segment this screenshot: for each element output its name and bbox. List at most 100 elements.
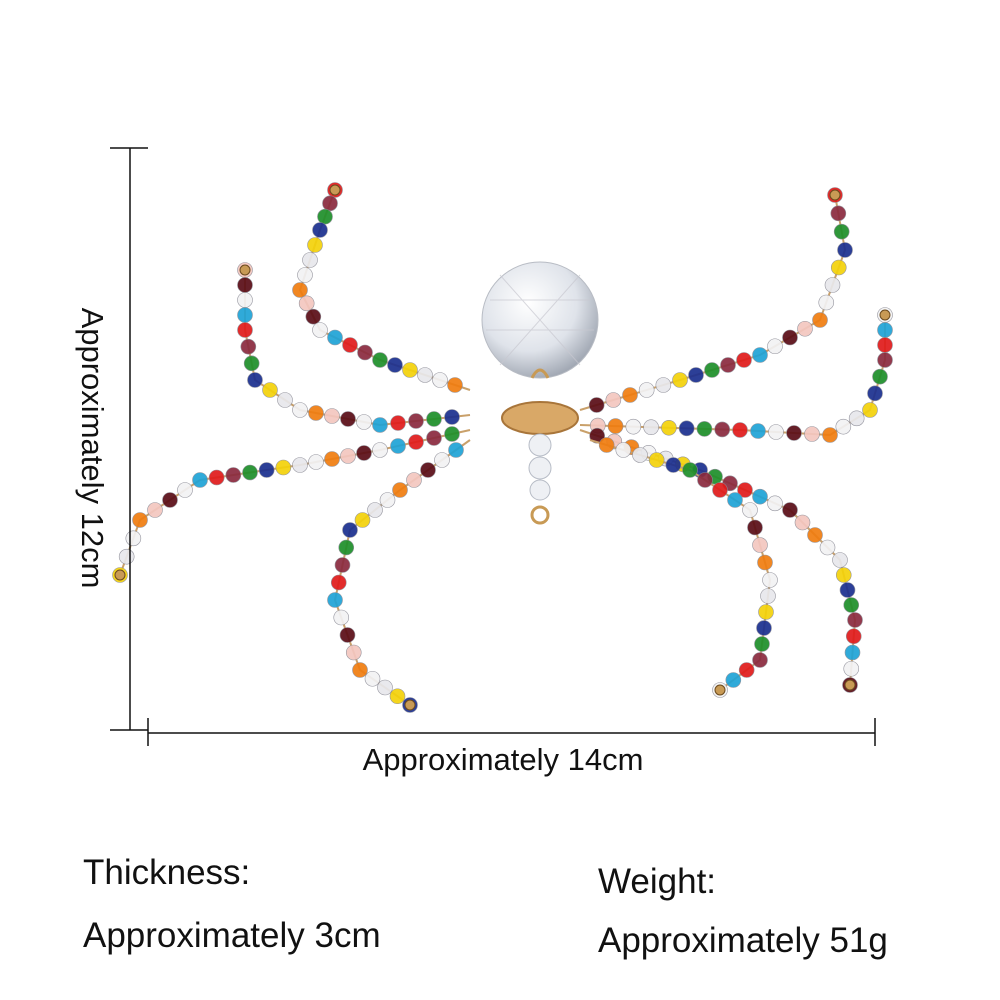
bead [243, 355, 260, 372]
weight-value: Approximately 51g [598, 921, 888, 960]
bead [237, 322, 253, 338]
bead [307, 237, 323, 253]
bead [208, 469, 225, 486]
bead [655, 377, 672, 393]
bead [367, 502, 383, 518]
bead [444, 409, 460, 425]
bead [843, 660, 860, 677]
bead [357, 344, 373, 361]
bead [877, 352, 893, 368]
bead [704, 362, 720, 378]
bead [714, 421, 731, 438]
bead [379, 492, 396, 508]
bead [338, 539, 355, 556]
height-label: Approximately 12cm [75, 308, 110, 589]
bead [364, 670, 381, 687]
bead [819, 539, 836, 556]
bead [390, 438, 406, 454]
bead [324, 408, 340, 424]
thickness-label: Thickness: [83, 853, 250, 892]
bead [767, 495, 783, 512]
bead [392, 482, 408, 498]
bead [402, 362, 418, 378]
leg-wire [589, 439, 772, 691]
bead [408, 434, 424, 450]
bead [607, 418, 624, 434]
bead [345, 644, 362, 661]
bead [340, 411, 356, 427]
bead [760, 588, 776, 604]
bead [736, 352, 752, 368]
bead [340, 448, 356, 464]
bead [725, 672, 742, 688]
bead [848, 410, 865, 427]
bead [118, 548, 135, 565]
bead [752, 652, 768, 668]
bead [589, 427, 605, 444]
leg-tip [714, 684, 726, 696]
bead [697, 472, 713, 488]
bead [843, 597, 860, 613]
bead [794, 514, 811, 531]
bead [688, 367, 704, 383]
bead [696, 421, 713, 437]
width-label: Approximately 14cm [363, 742, 644, 777]
bead [835, 418, 852, 435]
leg-wire [579, 315, 886, 437]
bead [830, 205, 847, 222]
bead [275, 459, 292, 476]
bead [768, 424, 784, 440]
bead [782, 329, 798, 346]
bead [807, 527, 823, 543]
bead [767, 338, 783, 355]
bead [297, 267, 313, 283]
bead [308, 454, 324, 470]
bead [632, 447, 648, 463]
bead [797, 320, 813, 337]
bead [389, 688, 406, 705]
bead [833, 223, 850, 240]
bead [262, 382, 278, 398]
leg-tip [114, 569, 126, 581]
bead [872, 368, 888, 385]
bead [312, 322, 328, 338]
bead [426, 430, 442, 446]
bead [605, 392, 622, 408]
bead [752, 537, 768, 553]
bead [125, 530, 142, 547]
bead [588, 397, 605, 413]
bead [237, 277, 253, 293]
bead [292, 282, 308, 298]
bead [334, 557, 351, 573]
bead [426, 411, 442, 427]
bead [727, 492, 743, 508]
bead [147, 502, 163, 518]
bead [192, 472, 208, 488]
crystal-facets [486, 274, 594, 366]
bead [758, 604, 774, 620]
thickness-value: Approximately 3cm [83, 916, 381, 955]
bead [877, 337, 893, 353]
bead [862, 402, 878, 418]
bead [877, 322, 893, 338]
bead [830, 259, 847, 276]
bead [225, 467, 242, 483]
bead [417, 367, 433, 383]
bead [162, 492, 178, 508]
bead [317, 208, 333, 225]
bead [242, 464, 258, 481]
bead [762, 572, 778, 588]
bead [390, 415, 406, 431]
bead [447, 377, 463, 393]
leg-tip [404, 699, 416, 711]
bead [448, 442, 464, 458]
bead [752, 347, 768, 363]
bead [324, 451, 340, 467]
leg-tip [844, 679, 856, 691]
pendant-beads [528, 433, 552, 501]
bead [308, 405, 324, 421]
bead [292, 457, 308, 473]
end-loop [530, 505, 550, 525]
bead [615, 442, 632, 458]
